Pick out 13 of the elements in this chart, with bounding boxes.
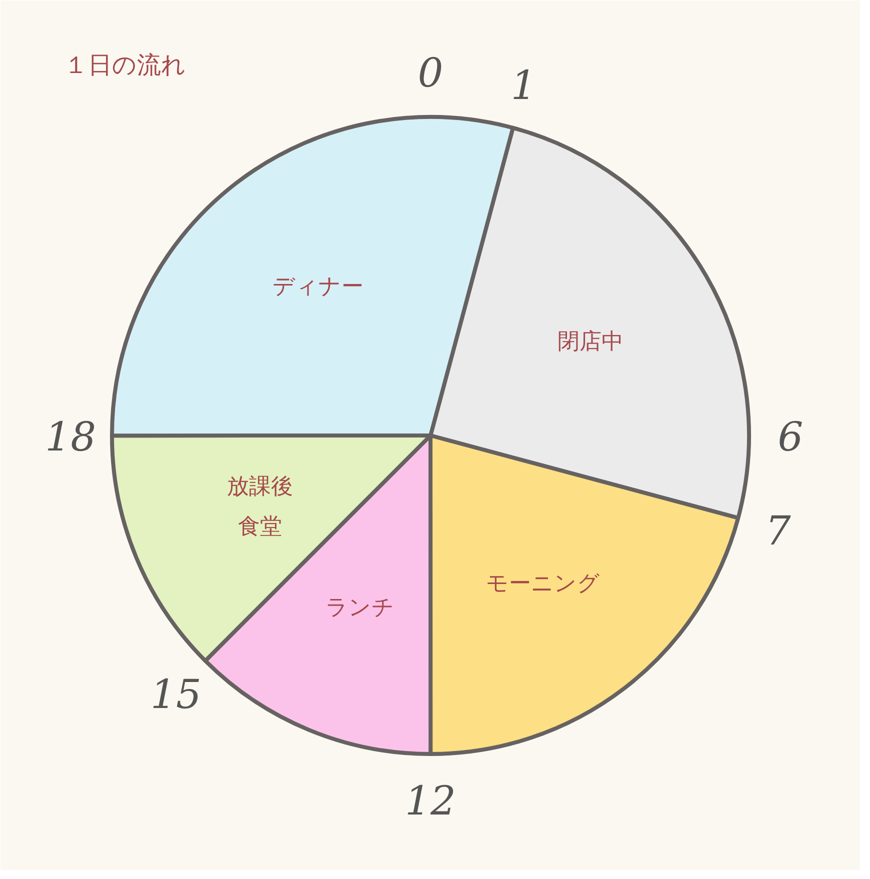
slice-label: ランチ [325, 596, 394, 621]
text: 1 [510, 62, 536, 109]
text: 7 [765, 508, 792, 555]
text: 18 [45, 414, 96, 460]
text: 0 [418, 50, 444, 96]
chart-title: １日の流れ [64, 50, 186, 79]
slice-label: モーニング [486, 571, 600, 596]
text: 6 [778, 414, 804, 460]
text: 12 [405, 778, 456, 825]
slice-label: ディナー [272, 274, 364, 300]
slice-label: 閉店中 [557, 330, 624, 355]
slice-label: 放課後食堂 [226, 474, 293, 540]
text: 15 [150, 672, 202, 718]
